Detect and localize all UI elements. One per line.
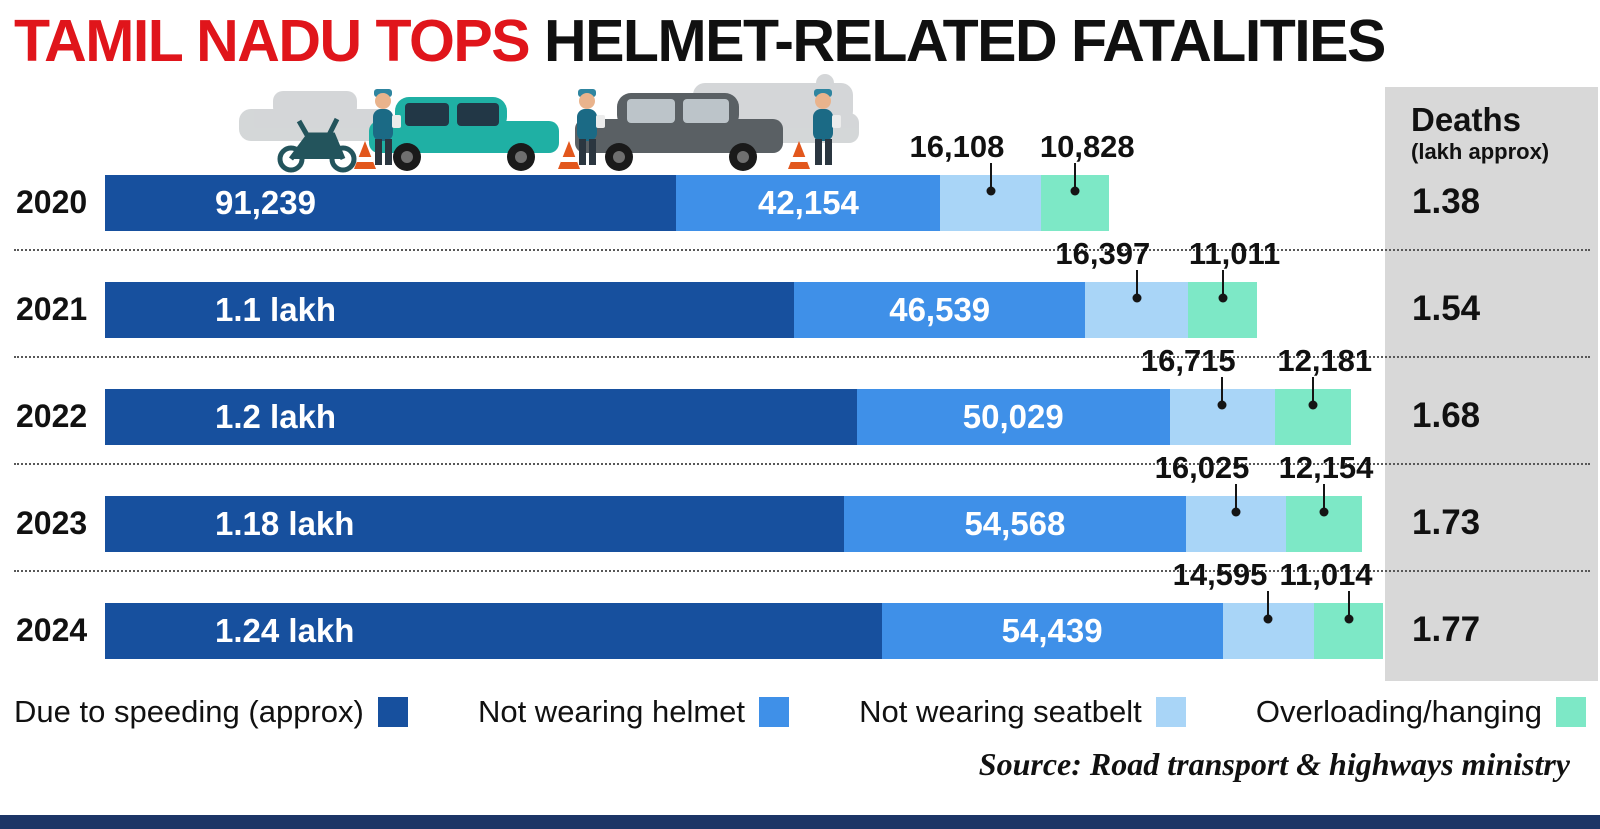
motorcycle-icon: [277, 117, 357, 173]
leader-line: [1323, 484, 1326, 512]
deaths-value: 1.54: [1412, 289, 1481, 328]
deaths-value: 1.77: [1412, 610, 1481, 649]
title-highlight: TAMIL NADU TOPS: [14, 8, 531, 74]
row-separator: [14, 249, 1590, 251]
legend-swatch: [1556, 697, 1586, 727]
bar-segment-1: 54,568: [844, 496, 1186, 552]
bar-segment-0: 1.24 lakh: [105, 603, 882, 659]
deaths-value: 1.38: [1412, 182, 1481, 221]
leader-dot: [1319, 507, 1329, 517]
leader-dot: [1308, 400, 1318, 410]
bottom-strip: [0, 815, 1600, 829]
leader-line: [989, 163, 992, 191]
callout-value: 14,595: [1172, 557, 1268, 592]
segment-value: 54,439: [1001, 612, 1103, 649]
leader-line: [1135, 270, 1138, 298]
row-separator: [14, 570, 1590, 572]
leader-dot: [1263, 614, 1273, 624]
stacked-bar-2020: 91,239 42,154: [105, 175, 1110, 231]
stacked-bar-2024: 1.24 lakh 54,439: [105, 603, 1383, 659]
chart-area: Deaths (lakh approx): [0, 74, 1600, 681]
leader-line: [1221, 270, 1224, 298]
legend: Due to speeding (approx) Not wearing helm…: [0, 681, 1600, 743]
source-credit: Source: Road transport & highways minist…: [978, 746, 1570, 782]
segment-value: 50,029: [962, 398, 1064, 435]
leader-dot: [1070, 186, 1080, 196]
year-label-2024: 2024: [16, 612, 88, 648]
deaths-panel: Deaths (lakh approx): [1385, 87, 1598, 681]
segment-value: 1.1 lakh: [215, 291, 337, 328]
row-separator: [14, 356, 1590, 358]
bar-segment-0: 1.1 lakh: [105, 282, 794, 338]
legend-label: Due to speeding (approx): [14, 694, 364, 729]
segment-value: 91,239: [215, 184, 316, 221]
leader-dot: [1218, 293, 1228, 303]
row-separator: [14, 463, 1590, 465]
year-label-2022: 2022: [16, 398, 88, 434]
leader-line: [1074, 163, 1077, 191]
callout-value: 12,181: [1277, 343, 1373, 378]
segment-value: 46,539: [889, 291, 991, 328]
bar-segment-1: 42,154: [676, 175, 941, 231]
legend-label: Not wearing helmet: [477, 694, 746, 729]
year-label-2020: 2020: [16, 184, 88, 220]
deaths-value: 1.68: [1412, 396, 1481, 435]
callout-value: 11,014: [1279, 557, 1373, 592]
leader-dot: [1344, 614, 1353, 624]
crash-scene-illustration: [239, 74, 859, 173]
year-label-2023: 2023: [16, 505, 88, 541]
deaths-header: Deaths: [1411, 101, 1522, 138]
stacked-bar-2022: 1.2 lakh 50,029: [105, 389, 1351, 445]
stacked-bar-2021: 1.1 lakh 46,539: [105, 282, 1258, 338]
legend-swatch: [759, 697, 790, 727]
bar-segment-0: 91,239: [105, 175, 677, 231]
leader-line: [1347, 591, 1350, 619]
leader-line: [1221, 377, 1224, 405]
segment-value: 1.18 lakh: [215, 505, 355, 542]
legend-item: Not wearing helmet: [477, 694, 790, 730]
callout-value: 16,025: [1154, 450, 1250, 485]
leader-dot: [1217, 400, 1227, 410]
bar-segment-0: 1.2 lakh: [105, 389, 857, 445]
leader-dot: [1132, 293, 1142, 303]
traffic-cone-icon: [354, 141, 810, 169]
deaths-subheader: (lakh approx): [1411, 139, 1550, 164]
bar-segment-0: 1.18 lakh: [105, 496, 845, 552]
segment-value: 1.2 lakh: [215, 398, 337, 435]
segment-value: 54,568: [964, 505, 1066, 542]
legend-swatch: [377, 697, 408, 727]
deaths-value: 1.73: [1412, 503, 1481, 542]
legend-item: Overloading/hanging: [1256, 694, 1586, 730]
legend-item: Due to speeding (approx): [14, 694, 408, 730]
legend-swatch: [1155, 697, 1186, 727]
legend-label: Not wearing seatbelt: [859, 694, 1142, 729]
callout-value: 10,828: [1039, 129, 1135, 164]
callout-value: 12,154: [1278, 450, 1374, 485]
page-title: TAMIL NADU TOPS HELMET-RELATED FATALITIE…: [14, 4, 1592, 78]
leader-dot: [986, 186, 996, 196]
leader-line: [1311, 377, 1314, 405]
title-rest: HELMET-RELATED FATALITIES: [529, 8, 1386, 74]
legend-label: Overloading/hanging: [1255, 694, 1542, 729]
leader-line: [1235, 484, 1238, 512]
callout-value: 11,011: [1188, 236, 1281, 271]
callout-value: 16,397: [1055, 236, 1151, 271]
callout-value: 16,715: [1140, 343, 1236, 378]
legend-item: Not wearing seatbelt: [859, 694, 1186, 730]
bar-segment-1: 54,439: [881, 603, 1223, 659]
leader-line: [1267, 591, 1270, 619]
gray-car-icon: [575, 93, 783, 171]
teal-car-icon: [369, 97, 559, 171]
segment-value: 1.24 lakh: [215, 612, 355, 649]
inspector-figure-icon: [373, 89, 841, 165]
leader-dot: [1231, 507, 1241, 517]
segment-value: 42,154: [757, 184, 859, 221]
bar-segment-1: 50,029: [856, 389, 1170, 445]
stacked-bar-2023: 1.18 lakh 54,568: [105, 496, 1363, 552]
bar-segment-1: 46,539: [793, 282, 1086, 338]
year-label-2021: 2021: [16, 291, 88, 327]
callout-value: 16,108: [909, 129, 1005, 164]
